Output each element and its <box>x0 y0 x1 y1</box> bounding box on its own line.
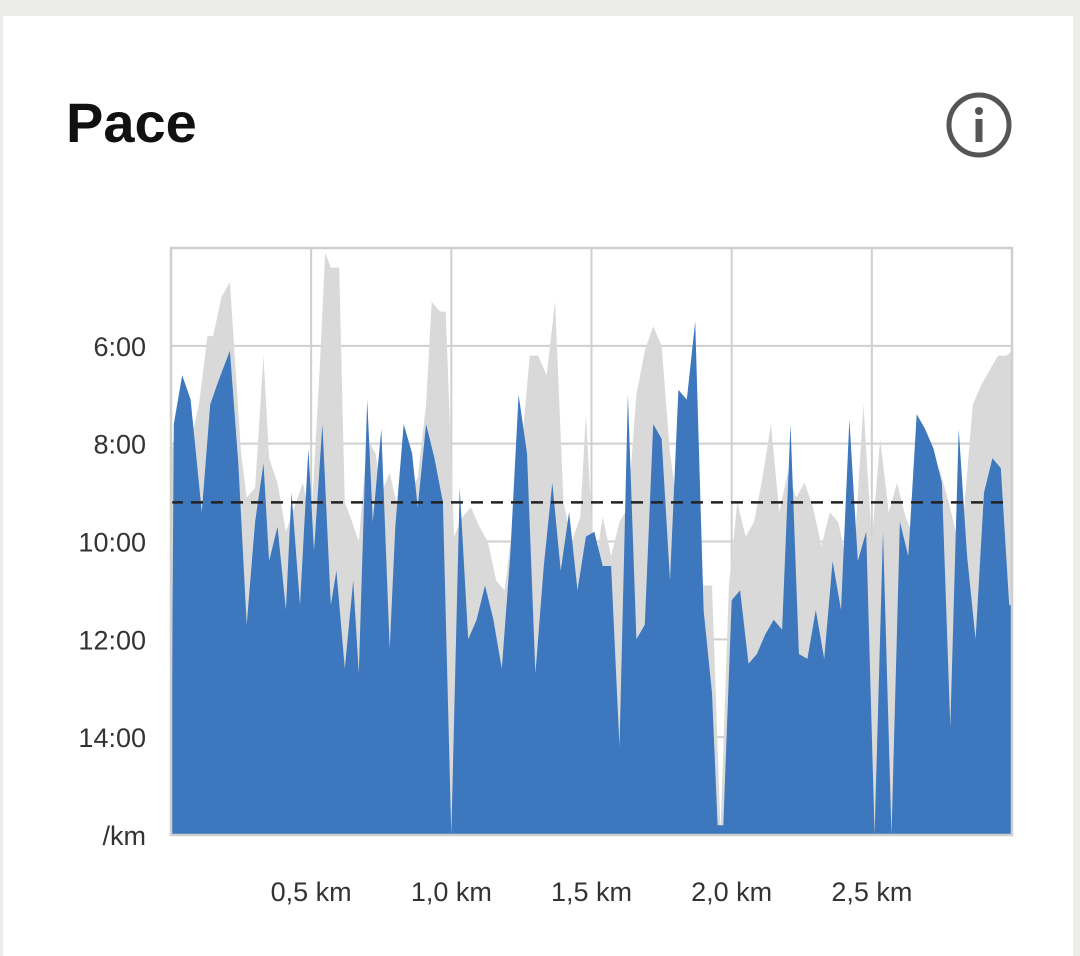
info-icon <box>946 92 1012 158</box>
y-tick-label: 6:00 <box>93 332 146 362</box>
y-tick-label: 10:00 <box>78 528 146 558</box>
y-axis-ticks: 6:00 8:00 10:00 12:00 14:00 <box>78 332 146 753</box>
x-tick-label: 2,5 km <box>831 877 912 907</box>
x-axis-ticks: 0,5 km 1,0 km 1,5 km 2,0 km 2,5 km <box>271 877 913 907</box>
info-button[interactable] <box>946 92 1012 158</box>
x-tick-label: 1,0 km <box>411 877 492 907</box>
plot-frame <box>169 246 1014 837</box>
series-area-blue <box>171 321 1012 835</box>
x-tick-label: 0,5 km <box>271 877 352 907</box>
y-unit-label: /km <box>103 821 147 851</box>
y-tick-label: 8:00 <box>93 430 146 460</box>
y-tick-label: 14:00 <box>78 723 146 753</box>
chart-series <box>171 252 1012 835</box>
x-tick-label: 1,5 km <box>551 877 632 907</box>
card-title: Pace <box>66 91 197 154</box>
y-tick-label: 12:00 <box>78 625 146 655</box>
x-tick-label: 2,0 km <box>691 877 772 907</box>
